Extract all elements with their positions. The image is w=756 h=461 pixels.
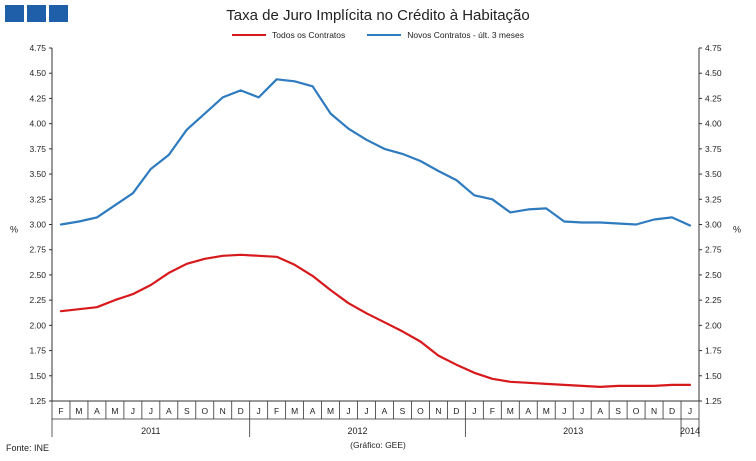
gee-logo: [5, 5, 68, 22]
y-tick-label-left: 3.50: [29, 169, 46, 179]
month-label: N: [651, 406, 657, 416]
legend-item-todos: Todos os Contratos: [232, 30, 345, 40]
y-tick-label-right: 1.25: [705, 396, 722, 406]
month-label: A: [597, 406, 603, 416]
y-tick-label-left: 3.25: [29, 194, 46, 204]
y-tick-label-left: 3.00: [29, 220, 46, 230]
y-tick-label-right: 4.50: [705, 68, 722, 78]
month-label: M: [507, 406, 514, 416]
month-label: N: [435, 406, 441, 416]
month-label: M: [75, 406, 82, 416]
month-label: A: [166, 406, 172, 416]
month-label: A: [525, 406, 531, 416]
y-tick-label-left: 1.75: [29, 346, 46, 356]
logo-square-icon: [49, 5, 68, 22]
month-label: F: [58, 406, 63, 416]
month-label: O: [633, 406, 640, 416]
year-label: 2013: [563, 426, 583, 436]
month-label: O: [417, 406, 424, 416]
y-tick-label-left: 4.75: [29, 43, 46, 53]
y-tick-label-right: 2.50: [705, 270, 722, 280]
y-tick-label-left: 2.50: [29, 270, 46, 280]
year-label: 2012: [348, 426, 368, 436]
y-tick-label-left: 1.25: [29, 396, 46, 406]
month-label: O: [201, 406, 208, 416]
y-tick-label-left: 4.50: [29, 68, 46, 78]
credit-note: (Gráfico: GEE): [350, 440, 406, 450]
y-tick-label-right: 1.75: [705, 346, 722, 356]
y-tick-label-right: 1.50: [705, 371, 722, 381]
month-label: J: [346, 406, 350, 416]
y-tick-label-right: 3.50: [705, 169, 722, 179]
month-label: M: [291, 406, 298, 416]
month-label: D: [669, 406, 675, 416]
month-label: A: [94, 406, 100, 416]
y-tick-label-right: 3.25: [705, 194, 722, 204]
chart-legend: Todos os Contratos Novos Contratos - últ…: [0, 30, 756, 40]
month-label: S: [615, 406, 621, 416]
y-tick-label-left: 2.25: [29, 295, 46, 305]
y-tick-label-right: 4.25: [705, 93, 722, 103]
month-label: N: [220, 406, 226, 416]
month-label: M: [327, 406, 334, 416]
month-label: F: [490, 406, 495, 416]
month-label: J: [364, 406, 368, 416]
month-label: A: [382, 406, 388, 416]
y-tick-label-left: 4.00: [29, 119, 46, 129]
y-tick-label-right: 2.75: [705, 245, 722, 255]
y-tick-label-left: 2.00: [29, 320, 46, 330]
legend-item-novos: Novos Contratos - últ. 3 meses: [367, 30, 524, 40]
y-tick-label-left: 3.75: [29, 144, 46, 154]
source-note: Fonte: INE: [6, 443, 50, 453]
y-tick-label-right: 3.00: [705, 220, 722, 230]
month-label: J: [472, 406, 476, 416]
month-label: M: [111, 406, 118, 416]
legend-swatch-todos: [232, 34, 267, 36]
y-tick-label-right: 2.00: [705, 320, 722, 330]
y-tick-label-right: 4.75: [705, 43, 722, 53]
month-label: J: [257, 406, 261, 416]
month-label: J: [149, 406, 153, 416]
legend-label-novos: Novos Contratos - últ. 3 meses: [407, 30, 524, 40]
month-label: J: [580, 406, 584, 416]
y-tick-label-right: 4.00: [705, 119, 722, 129]
month-label: J: [688, 406, 692, 416]
month-label: S: [184, 406, 190, 416]
month-label: S: [400, 406, 406, 416]
y-tick-label-left: 1.50: [29, 371, 46, 381]
month-label: D: [453, 406, 459, 416]
y-axis-label-left: %: [10, 225, 18, 235]
y-tick-label-left: 4.25: [29, 93, 46, 103]
year-label: 2011: [141, 426, 160, 436]
month-label: M: [543, 406, 550, 416]
month-label: J: [131, 406, 135, 416]
series-line-novos-contratos: [59, 78, 692, 227]
chart-title: Taxa de Juro Implícita no Crédito à Habi…: [226, 7, 530, 24]
y-tick-label-left: 2.75: [29, 245, 46, 255]
logo-square-icon: [27, 5, 46, 22]
y-tick-label-right: 3.75: [705, 144, 722, 154]
month-label: J: [562, 406, 566, 416]
month-label: D: [238, 406, 244, 416]
legend-swatch-novos: [367, 34, 402, 36]
logo-square-icon: [5, 5, 24, 22]
legend-label-todos: Todos os Contratos: [272, 30, 346, 40]
y-tick-label-right: 2.25: [705, 295, 722, 305]
series-line-todos-os-contratos: [59, 253, 692, 388]
y-axis-label-right: %: [733, 225, 741, 235]
year-label: 2014: [680, 426, 700, 436]
month-label: A: [310, 406, 316, 416]
month-label: F: [274, 406, 279, 416]
